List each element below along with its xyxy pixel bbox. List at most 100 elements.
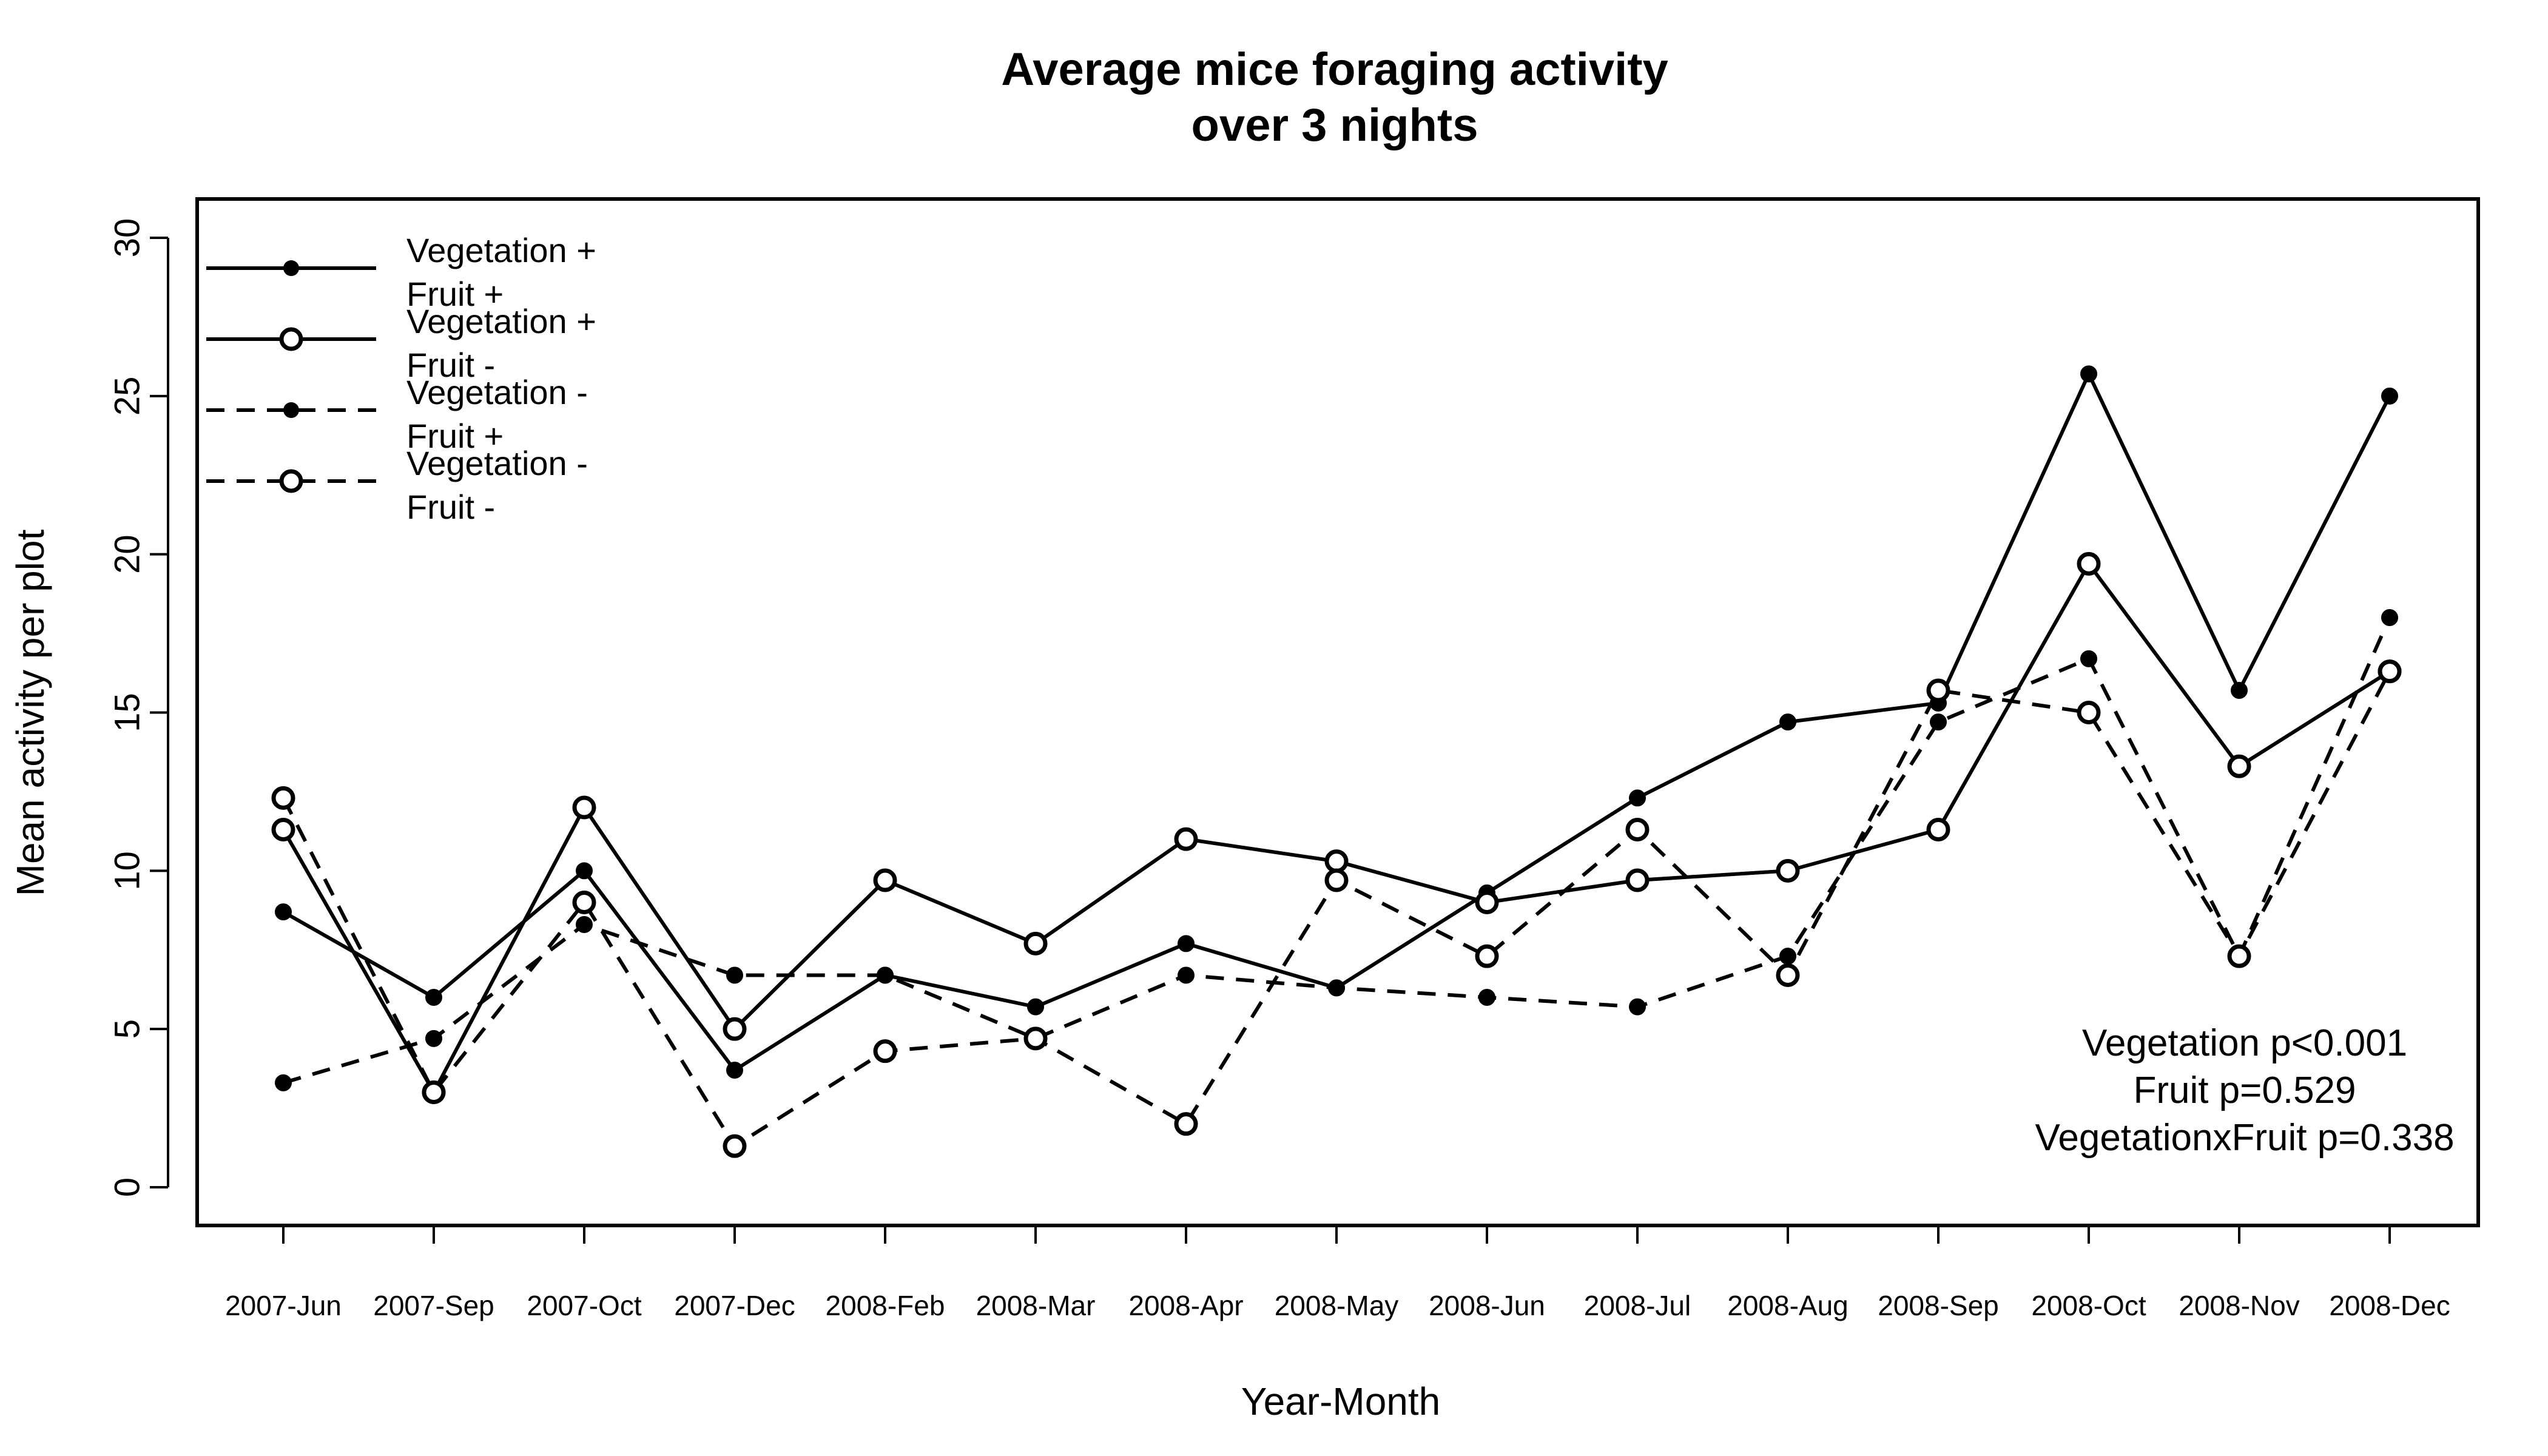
annotation-interaction-p: VegetationxFruit p=0.338 (2035, 1117, 2454, 1159)
series-4-point (2227, 944, 2251, 968)
series-3-point (1178, 966, 1195, 984)
series-4-point (1776, 963, 1800, 987)
legend-label: Fruit + (406, 275, 504, 313)
series-3-point (1629, 998, 1646, 1016)
series-3-point (1478, 989, 1495, 1006)
series-3-point (1930, 713, 1947, 731)
series-1-point (576, 862, 593, 880)
x-tick-label: 2008-Oct (2031, 1290, 2146, 1321)
series-2-point (1776, 858, 1800, 883)
series-layer (271, 365, 2402, 1158)
series-4-point (1324, 868, 1349, 892)
y-tick-label: 5 (108, 1019, 147, 1039)
series-1 (275, 365, 2398, 1079)
series-2-point (1625, 868, 1650, 892)
annotation-vegetation-p: Vegetation p<0.001 (2082, 1022, 2407, 1064)
x-axis-label: Year-Month (1241, 1380, 1441, 1423)
series-2-point (1174, 827, 1198, 851)
series-1-point (726, 1061, 743, 1079)
legend-label: Vegetation - (406, 444, 588, 482)
annotation-fruit-p: Fruit p=0.529 (2133, 1070, 2356, 1111)
series-4-point (1023, 1026, 1048, 1051)
legend-label: Fruit - (406, 488, 495, 526)
x-tick-label: 2007-Dec (674, 1290, 795, 1321)
series-4-point (572, 891, 596, 914)
series-2-point (572, 795, 596, 820)
legend-entry-2: Vegetation + Fruit - (206, 302, 596, 384)
x-tick-label: 2008-May (1275, 1290, 1399, 1321)
x-tick-label: 2008-Mar (976, 1290, 1096, 1321)
legend-marker (279, 327, 303, 351)
series-4-point (1625, 818, 1650, 842)
x-tick-label: 2008-Nov (2179, 1290, 2299, 1321)
series-1-point (2231, 681, 2248, 699)
chart-title-line-1: Average mice foraging activity (1001, 44, 1668, 95)
legend-entry-3: Vegetation - Fruit + (206, 373, 588, 455)
x-tick-label: 2007-Sep (373, 1290, 494, 1321)
legend-label: Fruit - (406, 346, 495, 384)
x-tick-label: 2008-Feb (826, 1290, 945, 1321)
series-4-point (1475, 944, 1499, 968)
series-2-point (2227, 754, 2251, 778)
series-4-point (271, 786, 295, 810)
series-3-point (877, 966, 894, 984)
y-tick-label: 15 (108, 693, 147, 732)
series-3-point (2080, 650, 2097, 667)
y-tick-label: 20 (108, 534, 147, 574)
series-3-point (1779, 948, 1796, 965)
x-axis: 2007-Jun 2007-Sep 2007-Oct 2007-Dec 2008-Feb… (225, 1225, 2450, 1321)
series-1-point (1629, 789, 1646, 807)
legend-label: Vegetation - (406, 373, 588, 411)
y-tick-label: 10 (108, 851, 147, 891)
series-3-point (726, 966, 743, 984)
series-2-point (873, 868, 897, 892)
series-4-point (1174, 1112, 1198, 1136)
series-4 (271, 659, 2402, 1158)
legend-marker (283, 402, 299, 418)
series-4-point (723, 1134, 747, 1158)
x-tick-label: 2008-Aug (1727, 1290, 1849, 1321)
chart-title-line-2: over 3 nights (1191, 99, 1478, 151)
series-2-point (1023, 931, 1048, 956)
x-tick-label: 2007-Jun (225, 1290, 342, 1321)
series-2-point (1475, 891, 1499, 914)
series-4-point (2378, 659, 2402, 684)
series-3-point (425, 1030, 442, 1047)
legend-entry-1: Vegetation + Fruit + (206, 231, 596, 313)
series-4-point (1926, 678, 1950, 703)
series-1-point (2381, 387, 2398, 405)
y-tick-label: 25 (108, 377, 147, 416)
legend-label: Fruit + (406, 417, 504, 455)
series-2 (271, 551, 2402, 1104)
series-1-point (2080, 365, 2097, 383)
x-tick-label: 2007-Oct (527, 1290, 641, 1321)
series-1-point (425, 989, 442, 1006)
y-axis-label: Mean activity per plot (8, 529, 52, 896)
series-1-point (275, 903, 292, 921)
series-1-point (1027, 998, 1044, 1016)
series-1-point (1178, 935, 1195, 952)
series-3-point (1328, 979, 1345, 997)
x-tick-label: 2008-Apr (1128, 1290, 1243, 1321)
series-2-point (2077, 551, 2101, 576)
series-2-point (723, 1017, 747, 1041)
series-2-point (271, 818, 295, 842)
legend: Vegetation +Fruit +Vegetation +Fruit -Ve… (206, 231, 596, 526)
series-2-point (1324, 849, 1349, 874)
legend-marker (279, 469, 303, 493)
legend-entry-4: Vegetation - Fruit - (206, 444, 588, 526)
legend-label: Vegetation + (406, 231, 596, 269)
series-3-point (576, 916, 593, 934)
x-tick-label: 2008-Dec (2329, 1290, 2450, 1321)
series-3-point (275, 1074, 292, 1091)
series-4-point (422, 1080, 446, 1104)
series-1-line (282, 369, 2391, 1073)
series-4-line (281, 670, 2391, 1149)
y-tick-label: 30 (108, 218, 147, 258)
series-1-point (1779, 713, 1796, 731)
series-2-point (1926, 818, 1950, 842)
y-axis: 0 5 10 15 20 25 30 (108, 218, 169, 1197)
legend-label: Vegetation + (406, 302, 596, 340)
x-tick-label: 2008-Jun (1429, 1290, 1545, 1321)
